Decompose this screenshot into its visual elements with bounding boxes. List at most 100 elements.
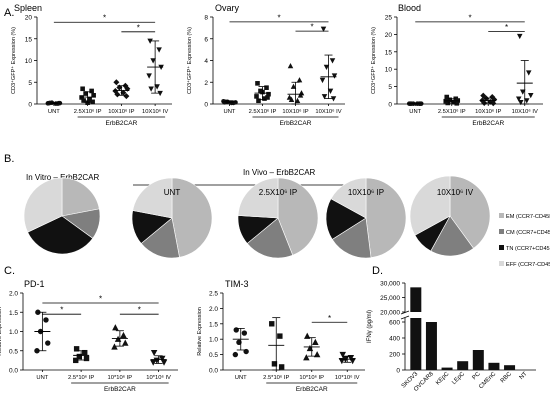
x-tick-label: 10X10⁶ IP (108, 108, 134, 115)
data-point (296, 77, 303, 83)
pie-charts: In Vitro – ErbB2CAR In Vivo – ErbB2CAR UNT… (23, 168, 550, 268)
axis-break-mark (400, 310, 410, 315)
pie-label: 10X10⁶ IP (348, 188, 384, 197)
chart-ovary: Ovary 0 2 4 6 8 CD3⁺GFP⁺ Expression (%) UNT 2.5X… (186, 3, 345, 127)
data-point (278, 364, 285, 370)
y-tick-label: 1.0 (9, 329, 18, 336)
chart-title: Spleen (14, 3, 42, 13)
x-tick-label: 2.5X10⁶ IP (74, 108, 102, 115)
pie-slice (449, 175, 491, 249)
data-point (154, 84, 160, 90)
data-point (266, 91, 271, 97)
bar (410, 318, 422, 370)
panel-label-c: C. (4, 265, 15, 277)
data-point (233, 100, 238, 105)
y-tick-label: 15 (25, 36, 33, 43)
significance-star: * (103, 14, 106, 23)
data-point (112, 324, 119, 331)
data-point (339, 351, 346, 359)
data-point (149, 359, 157, 366)
data-point (323, 64, 330, 71)
bar (425, 322, 437, 370)
x-tick-label: 2.5X10⁶ IP (438, 108, 466, 115)
data-point (85, 100, 90, 105)
significance-star: * (99, 295, 102, 304)
y-tick-label: 6 (204, 36, 208, 43)
legend-label: CM (CCR7+CD45RA-) (506, 230, 550, 236)
chart-pd-1: PD-1 0.0 0.5 1.0 1.5 2.0 Relative Expression UN… (0, 279, 178, 393)
pie-slice (331, 217, 372, 259)
data-point (321, 94, 328, 100)
data-point (111, 343, 118, 350)
bar (457, 361, 469, 370)
significance-star: * (137, 23, 140, 32)
y-tick-label: 8 (204, 15, 208, 22)
data-point (236, 339, 242, 345)
x-tick-label: 10*10⁶ IP (108, 374, 133, 381)
data-point (83, 91, 88, 96)
data-point (83, 355, 90, 362)
data-point (156, 47, 162, 53)
y-tick-label: 20,000 (380, 310, 400, 317)
legend-label: EFF (CCR7-CD45RA+) (506, 262, 550, 268)
x-tick-label: 10*10⁶ IV (335, 374, 360, 381)
data-point (269, 321, 275, 327)
data-point (122, 339, 129, 346)
chart-blood: Blood 0 5 10 15 20 25 CD3⁺GFP⁺ Expression (%) UN… (370, 3, 543, 127)
data-point (320, 26, 327, 32)
y-tick-label: 0.5 (9, 348, 18, 355)
data-point (120, 89, 127, 96)
x-tick-label: UNT (36, 375, 48, 381)
pie-slice (140, 217, 180, 259)
pie-label: 2.5X10⁶ IP (259, 188, 297, 197)
pie-slice (409, 175, 451, 236)
y-axis-label: CD3⁺GFP⁺ Expression (%) (370, 27, 377, 94)
data-point (451, 99, 457, 105)
data-point (158, 355, 166, 362)
legend-swatch (499, 229, 504, 234)
y-tick-label: 2.0 (209, 306, 218, 313)
y-tick-label: 20 (25, 15, 33, 22)
data-point (160, 359, 168, 366)
pie-slice (171, 177, 213, 258)
chart-title: Blood (398, 3, 421, 13)
group-label: ErbB2CAR (105, 120, 137, 127)
y-tick-label: 0.5 (209, 352, 218, 359)
legend-swatch (499, 245, 504, 250)
y-axis-label: Relative Expression (197, 307, 203, 356)
y-tick-label: 1.5 (9, 310, 18, 317)
x-tick-label: 10X10⁶ IV (142, 108, 168, 115)
legend-label: EM (CCR7-CD45RA-) (506, 214, 550, 220)
chart-title: Ovary (215, 3, 240, 13)
y-axis-label: CD3⁺GFP⁺ Expression (%) (10, 27, 17, 94)
data-point (35, 309, 41, 315)
x-tick-label: CMEnC (478, 371, 498, 391)
x-tick-label: KEpC (435, 371, 451, 387)
x-tick-label: UNT (224, 109, 236, 115)
data-point (91, 93, 96, 98)
y-tick-label: 0 (396, 368, 400, 375)
chart-ifn-gamma: 20,000 25,000 30,000 0 200 400 600 IFNγ (pg/ml)… (367, 281, 536, 393)
data-point (490, 100, 497, 107)
data-point (87, 97, 92, 102)
panel-label-b: B. (4, 153, 14, 165)
x-tick-label: 2.5*10⁶ IP (263, 374, 289, 381)
data-point (73, 346, 80, 352)
y-tick-label: 15 (385, 49, 393, 56)
data-point (147, 38, 153, 44)
panel-label-d: D. (372, 265, 383, 277)
data-point (265, 95, 270, 100)
data-point (241, 330, 248, 336)
significance-star: * (468, 13, 471, 22)
data-point (516, 33, 523, 40)
panel-c: PD-1 0.0 0.5 1.0 1.5 2.0 Relative Expression UN… (0, 279, 365, 393)
data-point (329, 58, 336, 64)
data-point (114, 91, 121, 98)
data-point (146, 73, 152, 79)
data-point (454, 101, 460, 106)
chart-tim-3: TIM-3 0.0 0.5 1.0 1.5 2.0 2.5 Relative Expressi… (197, 279, 365, 393)
pie-slice (246, 217, 294, 259)
x-tick-label: UNT (409, 109, 421, 115)
legend-swatch (499, 213, 504, 218)
data-point (444, 94, 450, 100)
